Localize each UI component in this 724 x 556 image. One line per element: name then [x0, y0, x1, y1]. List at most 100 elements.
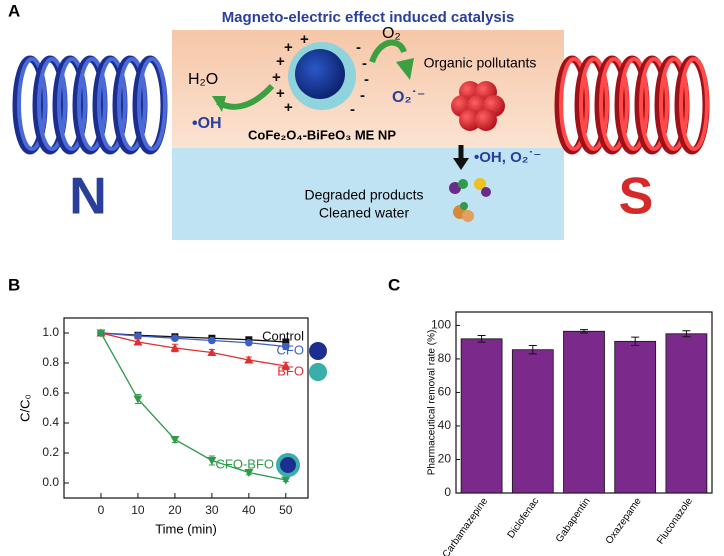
- nanoparticle-core: [295, 49, 345, 99]
- coil-turn: [559, 57, 589, 151]
- superoxide: O₂˙⁻: [392, 89, 425, 106]
- x-tick-label: Carbamazepine: [441, 496, 491, 556]
- air-zone: [172, 30, 564, 148]
- x-axis-label: Time (min): [155, 521, 217, 536]
- legend-icon: [309, 363, 327, 381]
- coil-turn: [17, 57, 47, 151]
- marker: [134, 332, 142, 340]
- bar: [460, 338, 503, 494]
- y-tick-label: 0.4: [42, 415, 59, 429]
- arrow-head: [453, 158, 469, 170]
- bar: [665, 333, 708, 494]
- x-tick-label: Fluconazole: [655, 496, 695, 547]
- pole-south: S: [619, 168, 654, 226]
- x-tick-label: 40: [242, 503, 256, 517]
- legend-icon: [309, 342, 327, 360]
- water-zone: [172, 148, 564, 240]
- arrow-o2: [369, 39, 407, 64]
- x-tick-label: 20: [168, 503, 182, 517]
- error-bar: [682, 330, 691, 338]
- svg-text:+: +: [300, 31, 309, 48]
- series-line: [100, 332, 286, 348]
- svg-text:+: +: [284, 99, 293, 116]
- y-tick-label: 100: [431, 318, 451, 332]
- y-tick-label: 0.2: [42, 445, 59, 459]
- marker: [133, 395, 143, 404]
- coil-turn: [659, 57, 689, 151]
- error-bar: [528, 345, 537, 355]
- marker: [170, 436, 180, 444]
- h2o: H₂O: [188, 71, 218, 88]
- coil-turn: [97, 57, 127, 151]
- x-tick-label: Oxazepame: [604, 496, 644, 547]
- error-bar: [477, 334, 486, 343]
- error-bar: [631, 336, 640, 347]
- y-axis-label: Pharmaceutical removal rate (%): [427, 330, 438, 476]
- panel-label: B: [8, 275, 20, 294]
- products-label: Degraded products: [304, 187, 423, 203]
- legend-label: CFO: [277, 342, 304, 357]
- marker: [282, 342, 290, 351]
- coil-turn: [679, 57, 709, 151]
- svg-text:-: -: [350, 101, 355, 118]
- marker: [208, 336, 216, 345]
- marker: [282, 338, 290, 346]
- pole-north: N: [69, 168, 107, 226]
- y-tick-label: 0: [444, 485, 451, 499]
- pollutants-label: Organic pollutants: [424, 55, 537, 71]
- o2: O₂: [382, 25, 401, 42]
- y-tick-label: 0.6: [42, 385, 59, 399]
- y-tick-label: 0.8: [42, 355, 59, 369]
- bar: [563, 330, 605, 494]
- marker: [96, 329, 106, 338]
- marker: [244, 355, 254, 364]
- svg-text:-: -: [362, 55, 367, 72]
- pollutant-cluster: [451, 81, 505, 131]
- coil-turn: [639, 57, 669, 151]
- y-tick-label: 80: [438, 351, 452, 365]
- marker: [281, 361, 291, 370]
- legend-label: Control: [262, 328, 304, 343]
- diagram-title: Magneto-electric effect induced catalysi…: [222, 9, 515, 26]
- hydroxyl: •OH: [192, 115, 222, 132]
- legend-icon: [280, 457, 296, 473]
- marker: [207, 457, 217, 465]
- marker: [170, 343, 180, 352]
- panel-label: C: [388, 275, 400, 294]
- marker: [207, 348, 217, 356]
- legend-label: CFO-BFO: [216, 456, 275, 471]
- plot-frame: [63, 317, 309, 499]
- coil-turn: [619, 57, 649, 151]
- coil-turn: [37, 57, 67, 151]
- arrow-head: [396, 58, 414, 80]
- series-line: [100, 332, 286, 343]
- coil-turn: [137, 57, 167, 151]
- x-tick-label: Diclofenac: [506, 496, 542, 541]
- error-bar: [580, 329, 588, 334]
- coil-turn: [579, 57, 609, 151]
- svg-text:+: +: [272, 69, 281, 86]
- marker: [133, 337, 143, 346]
- series-line: [100, 332, 286, 481]
- y-tick-label: 40: [438, 418, 452, 432]
- y-axis-label: C/C₀: [17, 394, 32, 422]
- marker: [245, 338, 253, 347]
- legend-label: BFO: [277, 363, 304, 378]
- svg-text:+: +: [284, 39, 293, 56]
- y-tick-label: 0.0: [42, 475, 59, 489]
- series-line: [100, 332, 286, 367]
- arrow-head: [212, 96, 226, 112]
- coil-turn: [77, 57, 107, 151]
- coil-turn: [599, 57, 629, 151]
- water-label: Cleaned water: [319, 205, 410, 221]
- x-tick-label: 50: [279, 503, 293, 517]
- charges: ++++++ -----: [272, 31, 369, 118]
- svg-text:+: +: [276, 85, 285, 102]
- bar: [511, 349, 554, 494]
- marker: [281, 476, 291, 485]
- coil-north: [12, 55, 168, 155]
- x-tick-label: 10: [131, 503, 145, 517]
- y-tick-label: 1.0: [42, 325, 59, 339]
- x-tick-label: 0: [98, 503, 105, 517]
